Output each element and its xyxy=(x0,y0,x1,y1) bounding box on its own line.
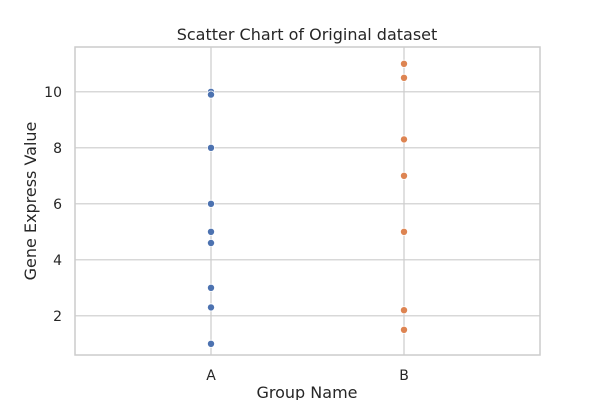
data-point-a xyxy=(206,227,215,236)
data-point-a xyxy=(206,90,215,99)
data-point-a xyxy=(206,199,215,208)
x-tick-label: A xyxy=(206,368,216,384)
ticks-layer: 2 4 6 8 10 A B xyxy=(44,85,409,384)
data-point-a xyxy=(206,283,215,292)
data-point-a xyxy=(206,303,215,312)
y-tick-label: 6 xyxy=(53,197,62,213)
chart-title: Scatter Chart of Original dataset xyxy=(177,25,438,44)
data-point-a xyxy=(206,143,215,152)
points-layer xyxy=(206,59,408,348)
data-point-b xyxy=(399,73,408,82)
data-point-b xyxy=(399,325,408,334)
y-tick-label: 2 xyxy=(53,309,62,325)
data-point-b xyxy=(399,135,408,144)
data-point-b xyxy=(399,227,408,236)
data-point-a xyxy=(206,339,215,348)
data-point-a xyxy=(206,238,215,247)
data-point-b xyxy=(399,171,408,180)
y-tick-label: 10 xyxy=(44,85,62,101)
y-tick-label: 8 xyxy=(53,141,62,157)
x-tick-label: B xyxy=(399,368,409,384)
grid-layer xyxy=(75,47,540,355)
plot-frame xyxy=(74,46,541,356)
data-point-b xyxy=(399,59,408,68)
x-axis-label: Group Name xyxy=(257,383,358,400)
data-point-b xyxy=(399,306,408,315)
y-axis-label: Gene Express Value xyxy=(21,122,40,281)
y-tick-label: 4 xyxy=(53,253,62,269)
